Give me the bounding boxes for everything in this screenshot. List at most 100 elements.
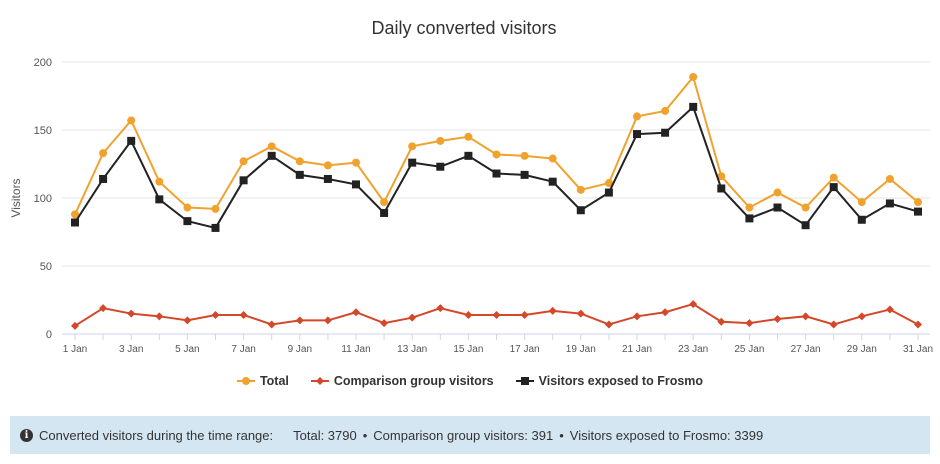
data-point	[295, 316, 304, 325]
data-point	[239, 176, 248, 185]
data-point	[408, 313, 417, 322]
data-point	[773, 203, 782, 212]
x-tick-label: 25 Jan	[734, 344, 764, 355]
data-point	[885, 174, 894, 183]
legend-circle-icon	[236, 377, 255, 385]
data-point	[183, 203, 192, 212]
separator: •	[559, 427, 564, 443]
data-point	[576, 309, 585, 318]
x-tick-label: 31 Jan	[903, 344, 933, 355]
data-point	[801, 312, 810, 321]
y-tick-label: 50	[40, 261, 52, 273]
x-tick-label: 7 Jan	[231, 344, 255, 355]
data-point	[829, 183, 838, 192]
chart-title: Daily converted visitors	[371, 18, 556, 38]
data-point	[689, 72, 698, 81]
summary-exposed: Visitors exposed to Frosmo: 3399	[569, 427, 764, 443]
data-point	[661, 106, 670, 115]
data-point	[576, 206, 585, 215]
data-point	[464, 132, 473, 141]
data-point	[323, 174, 332, 183]
data-point	[745, 203, 754, 212]
data-point	[857, 198, 866, 207]
data-point	[633, 112, 641, 121]
data-point	[155, 195, 164, 204]
data-point	[548, 177, 557, 186]
series-0	[71, 72, 922, 219]
data-point	[689, 102, 698, 111]
data-point	[323, 161, 332, 170]
data-point	[717, 172, 726, 181]
legend-item-comparison[interactable]: Comparison group visitors	[310, 374, 494, 388]
data-point	[576, 185, 585, 194]
y-tick-label: 0	[46, 329, 52, 341]
series-1	[71, 300, 922, 330]
x-tick-label: 5 Jan	[175, 344, 199, 355]
data-point	[295, 157, 304, 166]
y-tick-label: 150	[34, 125, 52, 137]
data-point	[885, 199, 894, 208]
data-point	[492, 150, 501, 159]
data-point	[548, 154, 557, 163]
legend: Total Comparison group visitors Visitors…	[0, 374, 940, 388]
summary-label: Converted visitors during the time range…	[39, 427, 274, 443]
data-point	[548, 306, 557, 315]
data-point	[211, 204, 220, 213]
data-point	[352, 308, 360, 317]
legend-label: Total	[259, 374, 289, 388]
data-point	[773, 315, 782, 324]
data-point	[492, 310, 501, 319]
data-point	[745, 319, 754, 328]
info-icon: i	[20, 428, 33, 442]
separator: •	[362, 427, 368, 443]
series-line	[74, 74, 919, 215]
data-point	[520, 170, 529, 179]
data-point	[380, 319, 389, 328]
x-tick-label: 27 Jan	[791, 344, 821, 355]
legend-item-total[interactable]: Total	[236, 374, 289, 388]
data-point	[323, 316, 332, 325]
data-point	[99, 149, 108, 158]
data-point	[380, 198, 389, 207]
line-chart: Daily converted visitors Visitors 0 50 100…	[9, 18, 933, 355]
data-point	[380, 208, 389, 217]
x-tick-label: 11 Jan	[341, 344, 370, 355]
data-point	[352, 158, 360, 167]
data-point	[127, 136, 136, 145]
data-point	[464, 151, 473, 160]
data-point	[801, 203, 810, 212]
data-point	[71, 210, 79, 219]
data-point	[914, 320, 922, 329]
legend-item-exposed[interactable]: Visitors exposed to Frosmo	[515, 374, 704, 388]
data-point	[436, 162, 445, 171]
data-point	[71, 321, 79, 330]
summary-comparison: Comparison group visitors: 391	[373, 427, 554, 443]
data-point	[183, 217, 192, 226]
data-point	[408, 142, 417, 151]
data-point	[661, 308, 670, 317]
data-point	[127, 309, 136, 318]
summary-total: Total: 3790	[293, 427, 357, 443]
data-point	[661, 128, 670, 137]
data-point	[717, 317, 726, 326]
summary-bar: i Converted visitors during the time ran…	[10, 416, 930, 454]
legend-diamond-icon	[310, 377, 329, 385]
data-point	[689, 300, 698, 309]
x-tick-label: 13 Jan	[397, 344, 427, 355]
data-point	[352, 180, 360, 189]
data-point	[801, 221, 810, 230]
data-point	[183, 316, 192, 325]
series-line	[74, 105, 919, 230]
data-point	[520, 151, 529, 160]
data-point	[99, 174, 108, 183]
x-tick-label: 9 Jan	[288, 344, 312, 355]
x-tick-label: 29 Jan	[847, 344, 877, 355]
legend-label: Comparison group visitors	[333, 374, 494, 388]
y-tick-label: 200	[34, 57, 52, 69]
data-point	[604, 320, 613, 329]
data-point	[717, 184, 726, 193]
x-tick-label: 19 Jan	[566, 344, 596, 355]
x-tick-label: 23 Jan	[678, 344, 708, 355]
legend-label: Visitors exposed to Frosmo	[538, 374, 704, 388]
data-point	[267, 151, 276, 160]
